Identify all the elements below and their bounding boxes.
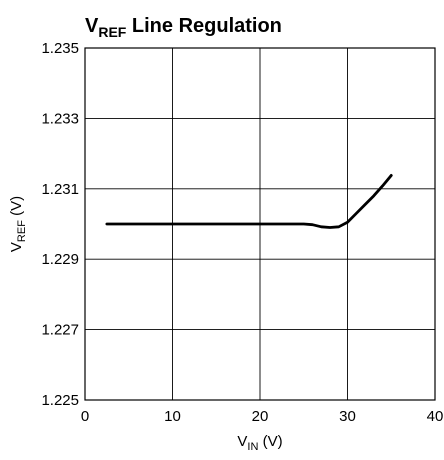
x-tick-label: 40 <box>427 408 444 425</box>
x-axis-label: VIN (V) <box>237 433 282 453</box>
x-axis-ticks: 0 10 20 30 40 <box>81 408 444 425</box>
y-axis-label-rest: (V) <box>8 196 25 220</box>
y-tick-label: 1.235 <box>41 40 79 57</box>
x-tick-label: 10 <box>164 408 181 425</box>
y-axis-label-sub: REF <box>16 220 28 242</box>
y-axis-ticks: 1.225 1.227 1.229 1.231 1.233 1.235 <box>41 40 79 409</box>
y-tick-label: 1.225 <box>41 392 79 409</box>
x-tick-label: 20 <box>252 408 269 425</box>
chart-title-main: V <box>85 15 99 37</box>
x-axis-label-main: V <box>237 433 247 450</box>
series-group <box>105 174 393 229</box>
y-tick-label: 1.231 <box>41 181 79 198</box>
y-axis-label-main: V <box>8 242 25 252</box>
grid-lines <box>85 48 435 400</box>
y-tick-label: 1.229 <box>41 251 79 268</box>
chart-title-sub: REF <box>98 24 126 40</box>
plot-frame <box>84 47 436 401</box>
x-axis-label-rest: (V) <box>258 433 282 450</box>
y-tick-label: 1.233 <box>41 110 79 127</box>
y-tick-label: 1.227 <box>41 322 79 339</box>
x-axis-label-sub: IN <box>247 441 258 453</box>
x-tick-label: 30 <box>339 408 356 425</box>
x-tick-label: 0 <box>81 408 89 425</box>
series-line <box>105 174 393 229</box>
chart-title: VREF Line Regulation <box>85 15 282 40</box>
chart-title-rest: Line Regulation <box>126 15 282 37</box>
y-axis-label: VREF (V) <box>8 196 28 252</box>
